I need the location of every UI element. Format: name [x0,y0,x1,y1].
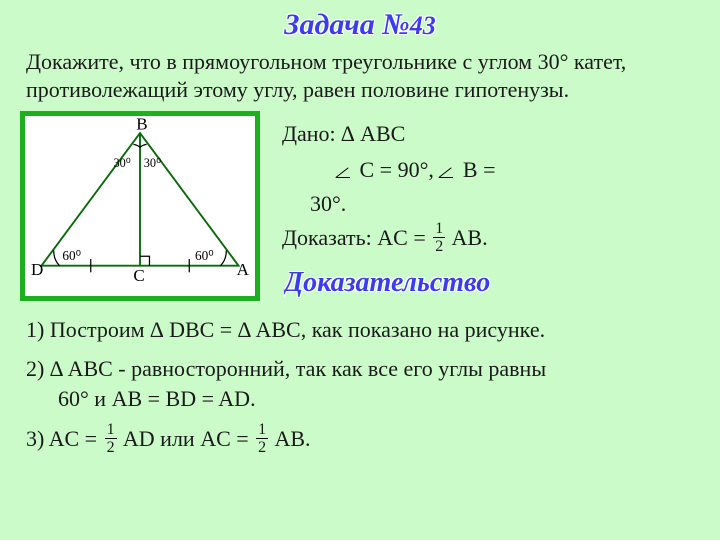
given-line3: 30°. [282,187,700,221]
task-title: Задача №43 [0,0,720,42]
fraction-half: 12 [105,422,117,456]
problem-statement: Докажите, что в прямоугольном треугольни… [0,42,720,105]
step-2: 2) ∆ ABC - равносторонний, так как все е… [26,354,694,413]
title-prefix: Задача № [284,8,409,41]
triangle-svg: B D A C 30⁰ 30⁰ 60⁰ 60⁰ [25,116,255,296]
step-1: 1) Построим ∆ DBC = ∆ ABC, как показано … [26,315,694,345]
given-line2: C = 90°, B = [282,153,700,187]
title-number: 43 [410,11,436,40]
angle-top-right: 30⁰ [144,156,161,170]
fraction-half: 12 [433,221,445,255]
vertex-c-label: C [133,266,144,285]
proof-steps: 1) Построим ∆ DBC = ∆ ABC, как показано … [0,305,720,458]
vertex-b-label: B [136,116,147,133]
vertex-d-label: D [31,260,43,279]
vertex-a-label: A [237,260,250,279]
given-block: Дано: ∆ ABC C = 90°, B = 30°. Доказать: … [282,111,700,305]
prove-line: Доказать: AC = 12 AB. [282,221,700,257]
content-row: B D A C 30⁰ 30⁰ 60⁰ 60⁰ Дано: ∆ ABC C = … [0,105,720,305]
angle-icon [439,164,455,178]
triangle-figure: B D A C 30⁰ 30⁰ 60⁰ 60⁰ [20,111,260,301]
proof-title: Доказательство [284,261,700,304]
step-3: 3) AC = 12 AD или AC = 12 AB. [26,424,694,458]
angle-base-left: 60⁰ [62,248,81,263]
angle-icon [336,164,352,178]
angle-top-left: 30⁰ [113,156,130,170]
fraction-half: 12 [256,422,268,456]
given-line1: Дано: ∆ ABC [282,117,700,151]
angle-base-right: 60⁰ [195,248,214,263]
